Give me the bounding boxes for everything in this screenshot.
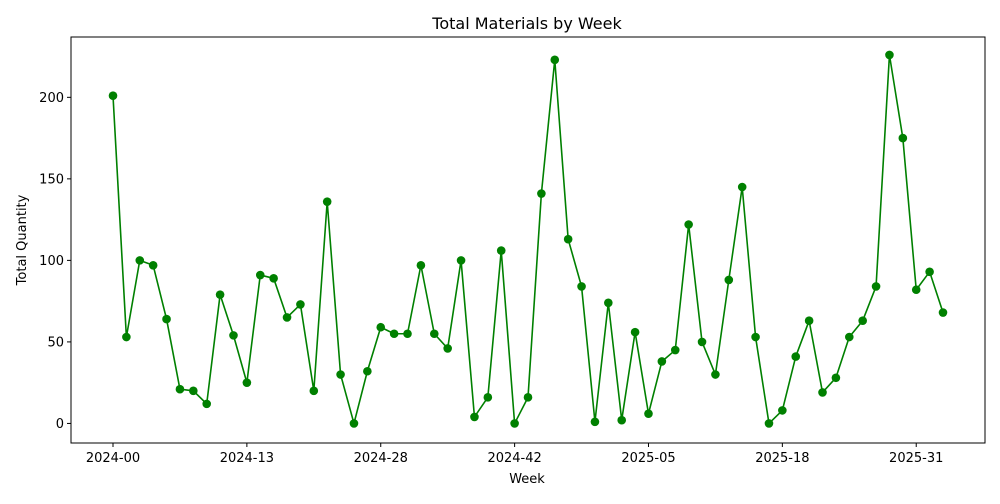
data-point [764, 419, 774, 428]
data-point [269, 274, 278, 283]
data-point [858, 316, 867, 326]
y-tick-label: 150 [39, 172, 64, 187]
data-point [938, 308, 948, 317]
data-point [804, 316, 814, 326]
data-point [670, 345, 680, 355]
x-axis-label: Week [509, 472, 545, 487]
data-point [537, 189, 546, 198]
y-tick-label: 100 [39, 254, 64, 269]
data-point [175, 384, 185, 394]
data-point [122, 332, 131, 342]
series-line [112, 54, 944, 425]
x-tick-label: 2025-18 [755, 451, 809, 466]
data-point [189, 386, 198, 396]
data-point [470, 412, 479, 422]
x-tick-label: 2024-42 [487, 451, 541, 466]
data-point [135, 256, 145, 265]
x-tick-label: 2024-13 [220, 451, 274, 466]
data-point [255, 270, 265, 280]
data-point [322, 197, 332, 206]
x-tick-label: 2024-00 [86, 451, 140, 466]
data-point [403, 329, 412, 339]
data-point [684, 220, 693, 229]
data-point [389, 329, 399, 339]
data-point [563, 234, 573, 244]
y-axis-label: Total Quantity [15, 194, 30, 286]
data-point [162, 314, 171, 324]
data-point [871, 282, 881, 291]
data-point [148, 260, 158, 270]
y-tick-label: 0 [56, 417, 64, 432]
data-point [778, 406, 787, 415]
data-point [510, 419, 519, 428]
data-point [630, 327, 640, 337]
data-point [282, 313, 292, 322]
data-point [711, 370, 720, 379]
data-point [911, 285, 921, 295]
data-point [898, 133, 908, 143]
data-point [617, 415, 627, 425]
data-point [202, 399, 212, 409]
chart-title: Total Materials by Week [431, 14, 622, 33]
data-point [523, 393, 533, 402]
data-point [108, 91, 118, 100]
y-tick-label: 50 [47, 335, 64, 350]
data-point [336, 370, 345, 379]
data-point [376, 322, 386, 332]
data-point [604, 298, 613, 308]
data-point [590, 417, 600, 427]
data-point [818, 388, 827, 397]
plot-frame [70, 36, 986, 444]
data-point [885, 50, 894, 60]
data-point [229, 331, 238, 340]
data-point [443, 344, 452, 353]
data-point [724, 275, 734, 285]
data-point [483, 393, 493, 402]
data-point [657, 357, 667, 366]
x-tick-label: 2025-31 [889, 451, 943, 466]
data-point [644, 409, 653, 418]
data-point [844, 332, 854, 342]
plot-area: 0 50 100 150 200 2024-00 2024-13 2024-28 2024-42… [39, 36, 986, 466]
x-tick-label: 2025-05 [621, 451, 675, 466]
data-point [296, 300, 305, 309]
data-point [697, 337, 707, 347]
y-tick-label: 200 [39, 91, 64, 106]
data-point [791, 352, 801, 361]
data-point [416, 260, 426, 270]
data-point [831, 373, 841, 383]
data-point [242, 378, 252, 387]
data-point [215, 290, 225, 299]
data-point [456, 256, 466, 265]
data-point [737, 182, 747, 192]
data-point [349, 419, 359, 428]
data-point [309, 386, 319, 396]
data-point [751, 332, 760, 342]
x-tick-label: 2024-28 [354, 451, 408, 466]
data-point [550, 55, 560, 65]
data-point [925, 267, 934, 277]
data-point [363, 366, 372, 376]
data-point [496, 246, 506, 255]
data-point [577, 282, 586, 291]
data-point [429, 329, 439, 339]
